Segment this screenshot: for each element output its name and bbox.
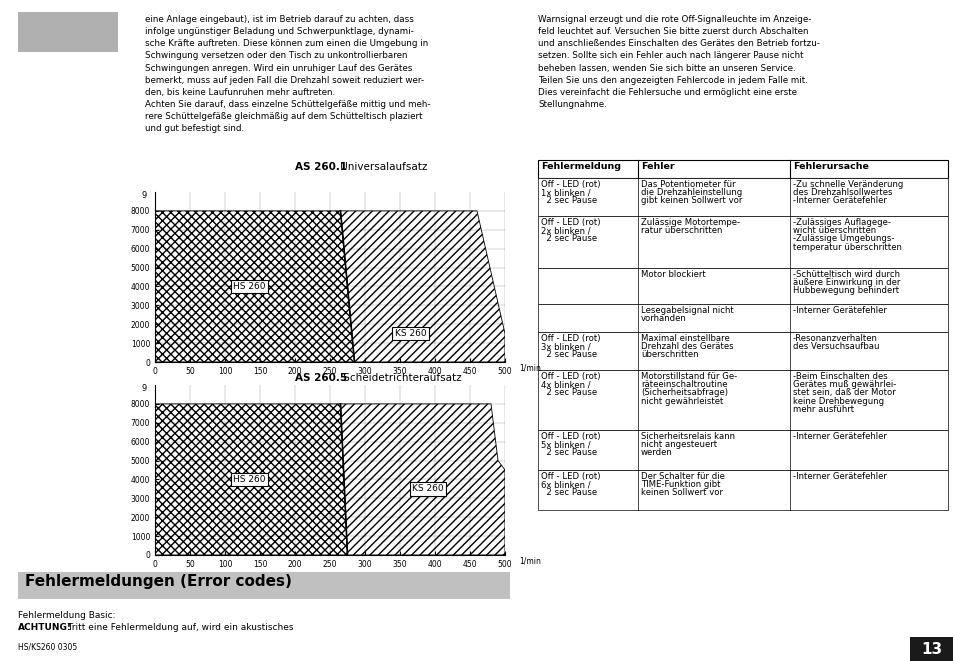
- Text: Universalaufsatz: Universalaufsatz: [336, 162, 427, 172]
- Text: äußere Einwirkung in der: äußere Einwirkung in der: [792, 278, 900, 287]
- Text: werden: werden: [640, 448, 672, 457]
- Text: mehr ausführt: mehr ausführt: [792, 405, 853, 414]
- Text: Off - LED (rot): Off - LED (rot): [540, 218, 599, 227]
- Text: 3x blinken /: 3x blinken /: [540, 342, 590, 351]
- Bar: [537, 216, 947, 268]
- Text: nicht angesteuert: nicht angesteuert: [640, 440, 717, 449]
- Text: -Zu schnelle Veränderung: -Zu schnelle Veränderung: [792, 180, 902, 189]
- Text: Das Potentiometer für: Das Potentiometer für: [640, 180, 735, 189]
- Text: eine Anlage eingebaut), ist im Betrieb darauf zu achten, dass
infolge ungünstige: eine Anlage eingebaut), ist im Betrieb d…: [145, 15, 430, 134]
- Text: 9: 9: [142, 191, 147, 200]
- Text: Tritt eine Fehlermeldung auf, wird ein akustisches: Tritt eine Fehlermeldung auf, wird ein a…: [62, 623, 294, 632]
- Text: Warnsignal erzeugt und die rote Off-Signalleuchte im Anzeige-
feld leuchtet auf.: Warnsignal erzeugt und die rote Off-Sign…: [537, 15, 819, 109]
- Bar: [909, 637, 953, 661]
- Text: des Versuchsaufbau: des Versuchsaufbau: [792, 342, 879, 351]
- Text: überschritten: überschritten: [640, 350, 698, 360]
- Bar: [537, 370, 947, 430]
- Text: Der Schalter für die: Der Schalter für die: [640, 472, 724, 481]
- Text: 2x blinken /: 2x blinken /: [540, 226, 590, 235]
- Text: 2 sec Pause: 2 sec Pause: [540, 389, 597, 397]
- Text: Off - LED (rot): Off - LED (rot): [540, 432, 599, 441]
- Bar: [537, 430, 947, 470]
- Text: Fehlermeldungen (Error codes): Fehlermeldungen (Error codes): [25, 574, 292, 589]
- Text: 2 sec Pause: 2 sec Pause: [540, 350, 597, 360]
- Text: räteeinschaltroutine: räteeinschaltroutine: [640, 380, 727, 389]
- Text: 5x blinken /: 5x blinken /: [540, 440, 590, 449]
- Text: Drehzahl des Gerätes: Drehzahl des Gerätes: [640, 342, 733, 351]
- Text: 1/min: 1/min: [518, 363, 540, 372]
- Text: -Resonanzverhalten: -Resonanzverhalten: [792, 334, 877, 343]
- Bar: [537, 178, 947, 216]
- Text: 6x blinken /: 6x blinken /: [540, 480, 590, 489]
- Text: Maximal einstellbare: Maximal einstellbare: [640, 334, 729, 343]
- Text: -Interner Gerätefehler: -Interner Gerätefehler: [792, 472, 886, 481]
- Text: TIME-Funktion gibt: TIME-Funktion gibt: [640, 480, 720, 489]
- Text: 4x blinken /: 4x blinken /: [540, 380, 590, 389]
- Text: ACHTUNG!: ACHTUNG!: [18, 623, 71, 632]
- Text: 9: 9: [142, 384, 147, 393]
- Text: stet sein, daß der Motor: stet sein, daß der Motor: [792, 389, 895, 397]
- Text: -Zulässiges Auflagege-: -Zulässiges Auflagege-: [792, 218, 890, 227]
- Text: keinen Sollwert vor: keinen Sollwert vor: [640, 488, 722, 497]
- Text: -Interner Gerätefehler: -Interner Gerätefehler: [792, 432, 886, 441]
- Text: die Drehzahleinstellung: die Drehzahleinstellung: [640, 188, 741, 197]
- Text: gibt keinen Sollwert vor: gibt keinen Sollwert vor: [640, 196, 741, 206]
- Text: des Drehzahlsollwertes: des Drehzahlsollwertes: [792, 188, 892, 197]
- Text: wicht überschritten: wicht überschritten: [792, 226, 875, 235]
- Text: KS 260: KS 260: [412, 485, 443, 493]
- Text: -Interner Gerätefehler: -Interner Gerätefehler: [792, 306, 886, 315]
- Text: Off - LED (rot): Off - LED (rot): [540, 180, 599, 189]
- Bar: [537, 332, 947, 370]
- Text: Fehlermeldung Basic:: Fehlermeldung Basic:: [18, 611, 115, 620]
- Text: -Interner Gerätefehler: -Interner Gerätefehler: [792, 196, 886, 206]
- Text: keine Drehbewegung: keine Drehbewegung: [792, 397, 883, 406]
- Text: 1x blinken /: 1x blinken /: [540, 188, 590, 197]
- Text: Fehlerursache: Fehlerursache: [792, 162, 868, 171]
- Text: temperatur überschritten: temperatur überschritten: [792, 243, 901, 252]
- Text: ratur überschritten: ratur überschritten: [640, 226, 721, 235]
- Text: Zulässige Motortempe-: Zulässige Motortempe-: [640, 218, 740, 227]
- Bar: [537, 268, 947, 304]
- Text: HS 260: HS 260: [233, 475, 266, 484]
- Text: 2 sec Pause: 2 sec Pause: [540, 235, 597, 243]
- Text: Sicherheitsrelais kann: Sicherheitsrelais kann: [640, 432, 734, 441]
- Text: 2 sec Pause: 2 sec Pause: [540, 196, 597, 206]
- Text: Off - LED (rot): Off - LED (rot): [540, 372, 599, 381]
- Bar: [18, 572, 510, 599]
- Bar: [537, 160, 947, 178]
- Text: 13: 13: [921, 641, 942, 656]
- Text: -Beim Einschalten des: -Beim Einschalten des: [792, 372, 887, 381]
- Text: Off - LED (rot): Off - LED (rot): [540, 334, 599, 343]
- Bar: [537, 304, 947, 332]
- Text: -Zulässige Umgebungs-: -Zulässige Umgebungs-: [792, 235, 894, 243]
- Text: vorhanden: vorhanden: [640, 314, 686, 323]
- Text: nicht gewährleistet: nicht gewährleistet: [640, 397, 722, 406]
- Text: 2 sec Pause: 2 sec Pause: [540, 448, 597, 457]
- Text: AS 260.5: AS 260.5: [294, 373, 347, 383]
- Bar: [18, 12, 118, 52]
- Text: AS 260.1: AS 260.1: [294, 162, 347, 172]
- Text: Motorstillstand für Ge-: Motorstillstand für Ge-: [640, 372, 737, 381]
- Text: Fehlermeldung: Fehlermeldung: [540, 162, 620, 171]
- Text: HS/KS260 0305: HS/KS260 0305: [18, 642, 77, 651]
- Text: 2 sec Pause: 2 sec Pause: [540, 488, 597, 497]
- Text: -Schütteltisch wird durch: -Schütteltisch wird durch: [792, 270, 899, 279]
- Text: (Sicherheitsabfrage): (Sicherheitsabfrage): [640, 389, 727, 397]
- Bar: [537, 470, 947, 510]
- Text: Off - LED (rot): Off - LED (rot): [540, 472, 599, 481]
- Text: KS 260: KS 260: [395, 329, 426, 338]
- Text: Scheidetrichteraufsatz: Scheidetrichteraufsatz: [339, 373, 461, 383]
- Text: 1/min: 1/min: [518, 556, 540, 565]
- Text: Lesegabelsignal nicht: Lesegabelsignal nicht: [640, 306, 733, 315]
- Text: Fehler: Fehler: [640, 162, 674, 171]
- Text: Gerätes muß gewährlei-: Gerätes muß gewährlei-: [792, 380, 896, 389]
- Text: Hubbewegung behindert: Hubbewegung behindert: [792, 286, 898, 295]
- Text: HS 260: HS 260: [233, 282, 266, 291]
- Text: Motor blockiert: Motor blockiert: [640, 270, 705, 279]
